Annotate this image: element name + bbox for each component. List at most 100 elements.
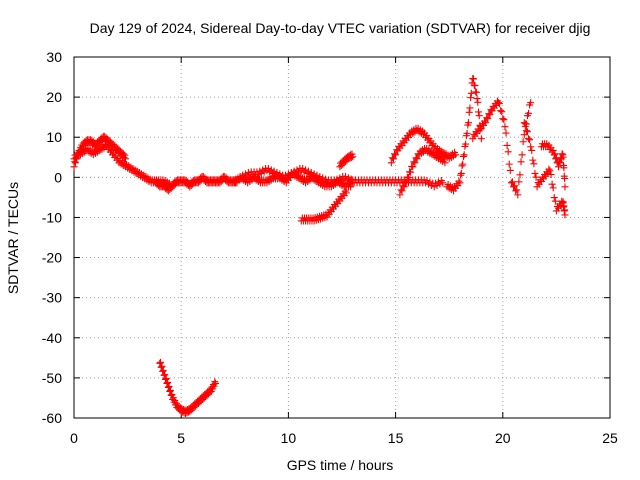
data-point (517, 158, 525, 166)
data-point (526, 136, 534, 144)
y-tick-label: -60 (42, 410, 62, 426)
data-point (409, 163, 417, 171)
data-point (522, 127, 530, 135)
data-point (455, 177, 463, 185)
data-point (521, 120, 529, 128)
data-point (499, 115, 507, 123)
data-point (475, 112, 483, 120)
data-point (519, 138, 527, 146)
series-arc-low-afternoon (297, 187, 350, 225)
data-point (464, 119, 472, 127)
data-point (555, 163, 563, 171)
y-tick-label: -50 (42, 370, 62, 386)
data-point (472, 88, 480, 96)
data-point (484, 115, 492, 123)
y-tick-label: 20 (46, 89, 62, 105)
data-point (514, 191, 522, 199)
series-arc-night (520, 119, 569, 219)
data-point (400, 183, 408, 191)
data-point (404, 173, 412, 181)
data-point (506, 166, 514, 174)
data-point (495, 99, 503, 107)
data-point (505, 160, 513, 168)
data-point (164, 378, 172, 386)
data-point (389, 155, 397, 163)
x-tick-label: 25 (602, 430, 618, 446)
data-point (392, 151, 400, 159)
data-point (551, 197, 559, 205)
data-point (410, 158, 418, 166)
data-point (513, 186, 521, 194)
data-point (531, 169, 539, 177)
data-point (70, 163, 78, 171)
y-tick-label: -10 (42, 209, 62, 225)
series-arc-dip (151, 173, 241, 195)
data-point (546, 167, 554, 175)
x-tick-label: 15 (388, 430, 404, 446)
data-point (507, 179, 515, 187)
data-point (462, 140, 470, 148)
chart-title: Day 129 of 2024, Sidereal Day-to-day VTE… (90, 20, 591, 36)
data-point (407, 168, 415, 176)
data-point (498, 108, 506, 116)
data-point (512, 187, 520, 195)
plot-frame (73, 56, 611, 419)
data-point (556, 159, 564, 167)
x-tick-label: 20 (495, 430, 511, 446)
data-point (561, 183, 569, 191)
data-point (439, 179, 447, 187)
x-tick-label: 10 (281, 430, 297, 446)
data-point (212, 379, 220, 387)
data-point (401, 178, 409, 186)
data-point (548, 180, 556, 188)
data-point (501, 123, 509, 131)
data-point (347, 153, 355, 161)
series-arc-short-rise (336, 150, 357, 171)
data-point (162, 374, 170, 382)
y-tick-label: 10 (46, 129, 62, 145)
data-point (211, 378, 219, 386)
data-point (561, 211, 569, 219)
data-point (119, 150, 127, 158)
y-tick-label: -20 (42, 250, 62, 266)
data-point (475, 108, 483, 116)
data-point (503, 141, 511, 149)
data-point (497, 107, 505, 115)
data-point (508, 178, 516, 186)
data-point (165, 382, 173, 390)
data-point (469, 75, 477, 83)
data-point (482, 119, 490, 127)
data-point (504, 148, 512, 156)
data-point (412, 154, 420, 162)
series-arc-early-morning (70, 132, 129, 171)
data-point (551, 150, 559, 158)
data-point (474, 98, 482, 106)
data-point (463, 129, 471, 137)
data-point (71, 159, 79, 167)
grid (74, 57, 610, 418)
data-point (441, 159, 449, 167)
data-point (402, 179, 410, 187)
data-point (471, 82, 479, 90)
series-arc-evening-wave (469, 97, 535, 199)
data-point (156, 358, 164, 366)
data-point (525, 135, 533, 143)
data-point (161, 370, 169, 378)
x-tick-label: 5 (177, 430, 185, 446)
series-arc-upper-midday (237, 164, 357, 187)
data-point (159, 366, 167, 374)
data-point (411, 159, 419, 167)
data-point (466, 104, 474, 112)
data-point (387, 159, 395, 167)
series-arc-deep-dip (156, 358, 220, 417)
data-point (549, 184, 557, 192)
data-point (511, 182, 519, 190)
series-arc-hump-lower (396, 144, 449, 199)
data-point (460, 151, 468, 159)
data-point (525, 109, 533, 117)
data-point (496, 100, 504, 108)
data-point (158, 362, 166, 370)
data-point (516, 171, 524, 179)
data-point (561, 175, 569, 183)
